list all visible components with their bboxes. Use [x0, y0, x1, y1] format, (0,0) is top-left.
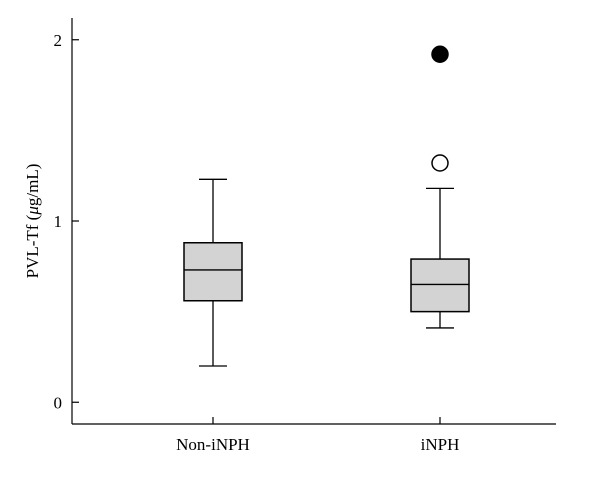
- iqr-box: [410, 258, 470, 313]
- y-tick-label: 2: [54, 31, 63, 50]
- x-ticks: Non-iNPH iNPH: [176, 417, 459, 454]
- boxes: [183, 45, 470, 367]
- y-tick-label: 0: [54, 393, 63, 412]
- y-axis-label: PVL-Tf (μg/mL): [23, 164, 42, 279]
- box-group: [410, 45, 470, 329]
- x-tick-label: iNPH: [421, 435, 460, 454]
- y-tick-label: 1: [54, 212, 63, 231]
- outlier-point-open: [431, 154, 449, 172]
- box-group: [183, 178, 243, 367]
- outlier-point-filled: [431, 45, 449, 63]
- y-ticks: 0 1 2: [54, 31, 79, 412]
- plot-area: 0 1 2 Non-iNPH iNPH: [54, 18, 556, 454]
- x-tick-label: Non-iNPH: [176, 435, 250, 454]
- iqr-box: [183, 242, 243, 302]
